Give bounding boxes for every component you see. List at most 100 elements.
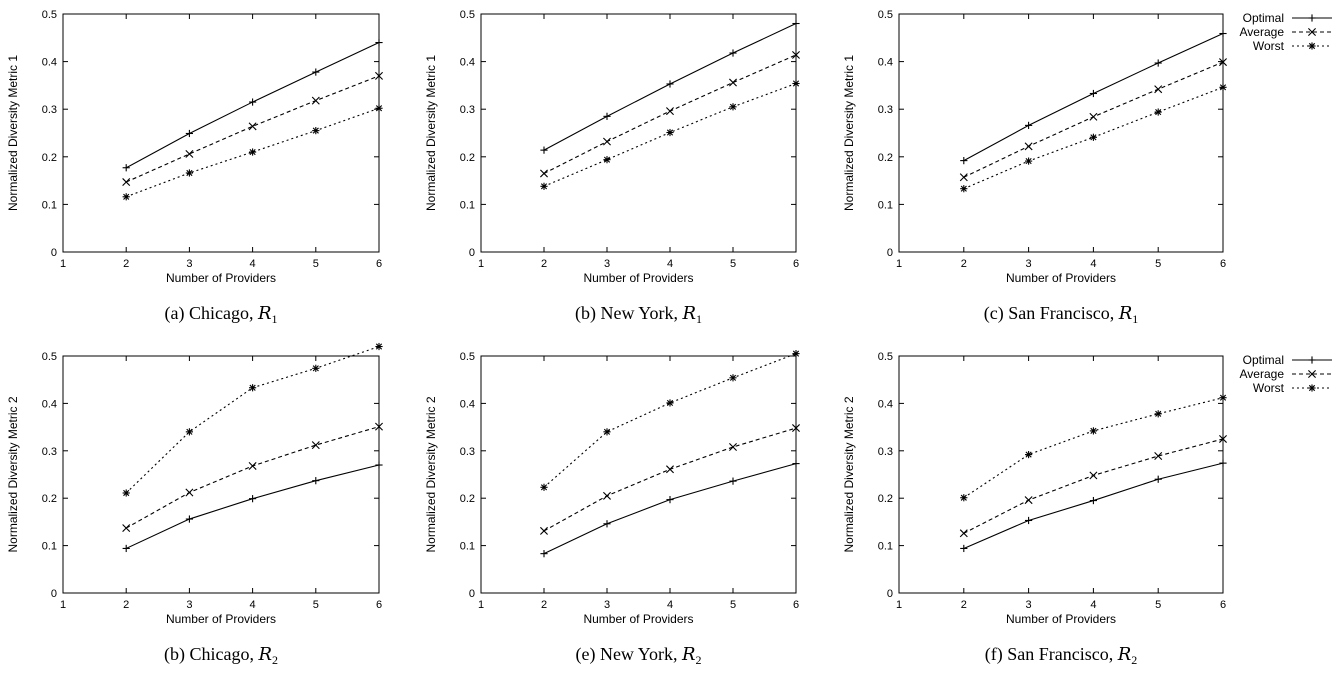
chart-e: 0 0.1 0.2 0.3 0.4 0.5 1 2 3 4 5 6 Number of Provider… (424, 350, 800, 667)
series-line-average (963, 438, 1224, 534)
y-tick-label: 0.1 (460, 541, 475, 553)
x-tick-label: 2 (961, 258, 967, 270)
y-tick-label: 0.2 (460, 152, 475, 164)
y-tick-label: 0.5 (42, 9, 57, 21)
x-tick-label: 5 (730, 599, 736, 611)
x-tick-label: 1 (896, 599, 902, 611)
y-tick-label: 0.2 (878, 493, 893, 505)
y-tick-label: 0.5 (878, 9, 893, 21)
chart-f: 0 0.1 0.2 0.3 0.4 0.5 1 2 3 4 5 6 Number of Provider… (842, 351, 1332, 667)
y-tick-label: 0.1 (42, 199, 57, 211)
x-tick-label: 4 (1090, 599, 1096, 611)
y-tick-label: 0.4 (460, 57, 475, 69)
y-tick-label: 0.3 (42, 104, 57, 116)
series-line-average (543, 54, 797, 174)
x-tick-label: 3 (604, 258, 610, 270)
x-tick-label: 1 (478, 258, 484, 270)
y-tick-label: 0 (51, 247, 57, 259)
legend-label-optimal: Optimal (1243, 353, 1284, 367)
x-axis-label: Number of Providers (583, 271, 693, 285)
chart-caption: (b) Chicago, R2 (164, 644, 278, 667)
series-line-worst (126, 107, 380, 198)
x-tick-label: 6 (793, 599, 799, 611)
y-tick-label: 0.4 (42, 57, 57, 69)
x-tick-label: 6 (376, 599, 382, 611)
y-tick-label: 0.2 (42, 152, 57, 164)
x-tick-label: 5 (1155, 258, 1161, 270)
x-tick-label: 4 (667, 599, 673, 611)
x-tick-label: 6 (1220, 258, 1226, 270)
y-tick-label: 0.4 (42, 398, 57, 410)
y-tick-label: 0.1 (878, 199, 893, 211)
chart-c: 0 0.1 0.2 0.3 0.4 0.5 1 2 3 4 5 6 Number of Provider… (842, 9, 1332, 326)
series-line-worst (963, 397, 1224, 499)
y-tick-label: 0.5 (460, 351, 475, 363)
series-line-optimal (543, 463, 797, 555)
y-axis-label: Normalized Diversity Metric 1 (842, 55, 856, 211)
series-line-average (125, 426, 380, 529)
y-tick-label: 0.1 (460, 199, 475, 211)
y-axis-label: Normalized Diversity Metric 1 (424, 55, 438, 211)
x-tick-label: 3 (186, 258, 192, 270)
y-tick-label: 0.1 (878, 541, 893, 553)
x-tick-label: 6 (1220, 599, 1226, 611)
x-tick-label: 6 (793, 258, 799, 270)
legend-label-optimal: Optimal (1243, 11, 1284, 25)
y-axis-label: Normalized Diversity Metric 2 (842, 396, 856, 552)
y-axis-label: Normalized Diversity Metric 2 (6, 396, 20, 552)
plot-frame (62, 355, 380, 594)
y-tick-label: 0.4 (878, 398, 893, 410)
plot-frame (480, 13, 797, 253)
series-line-worst (543, 82, 797, 187)
y-tick-label: 0 (887, 588, 893, 600)
series-line-worst (963, 86, 1224, 190)
legend-label-worst: Worst (1253, 39, 1285, 53)
y-axis-label: Normalized Diversity Metric 1 (6, 55, 20, 211)
y-tick-label: 0.3 (878, 446, 893, 458)
y-tick-label: 0.5 (878, 351, 893, 363)
y-tick-label: 0.3 (460, 446, 475, 458)
y-tick-label: 0.5 (42, 351, 57, 363)
x-tick-label: 5 (730, 258, 736, 270)
x-tick-label: 3 (1026, 258, 1032, 270)
x-tick-label: 5 (313, 599, 319, 611)
y-tick-label: 0.4 (460, 398, 475, 410)
chart-caption: (e) New York, R2 (575, 644, 701, 667)
x-tick-label: 3 (1026, 599, 1032, 611)
x-axis-label: Number of Providers (166, 612, 276, 626)
chart-caption: (b) New York, R1 (575, 303, 702, 326)
y-tick-label: 0.2 (878, 152, 893, 164)
x-tick-label: 1 (478, 599, 484, 611)
y-tick-label: 0 (469, 588, 475, 600)
chart-caption: (f) San Francisco, R2 (985, 644, 1138, 667)
y-tick-label: 0 (469, 247, 475, 259)
x-tick-label: 3 (186, 599, 192, 611)
chart-caption: (a) Chicago, R1 (164, 303, 277, 326)
chart-b: 0 0.1 0.2 0.3 0.4 0.5 1 2 3 4 5 6 Number of Provider… (424, 9, 800, 326)
y-tick-label: 0.1 (42, 541, 57, 553)
x-tick-label: 2 (541, 599, 547, 611)
y-tick-label: 0.3 (878, 104, 893, 116)
legend-label-worst: Worst (1253, 381, 1285, 395)
y-tick-label: 0.2 (42, 493, 57, 505)
x-tick-label: 4 (667, 258, 673, 270)
x-tick-label: 5 (1155, 599, 1161, 611)
x-tick-label: 2 (123, 599, 129, 611)
x-tick-label: 1 (896, 258, 902, 270)
x-axis-label: Number of Providers (1006, 612, 1116, 626)
x-tick-label: 1 (60, 599, 66, 611)
y-tick-label: 0.3 (42, 446, 57, 458)
y-axis-label: Normalized Diversity Metric 2 (424, 396, 438, 552)
legend-label-average: Average (1240, 25, 1285, 39)
chart-d: 0 0.1 0.2 0.3 0.4 0.5 1 2 3 4 5 6 Number of Provider… (6, 342, 383, 667)
x-tick-label: 4 (250, 599, 256, 611)
plot-frame (898, 355, 1224, 594)
y-tick-label: 0.2 (460, 493, 475, 505)
legend-label-average: Average (1240, 367, 1285, 381)
x-tick-label: 4 (1090, 258, 1096, 270)
series-line-average (543, 427, 797, 532)
plot-frame (62, 13, 380, 253)
